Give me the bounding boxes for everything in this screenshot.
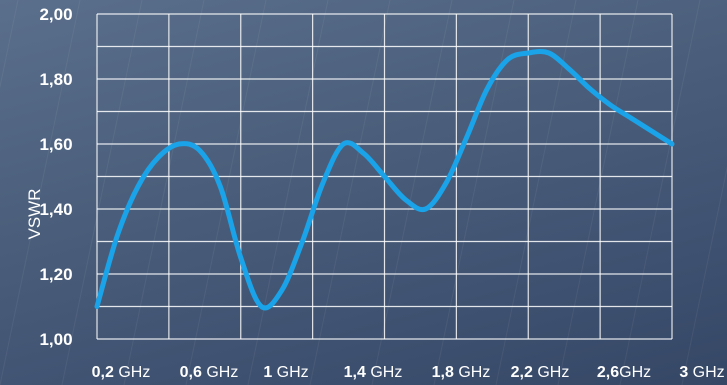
- x-tick-label: 1,4 GHz: [344, 364, 403, 381]
- texture-line: [681, 165, 727, 385]
- x-tick-label: 1 GHz: [263, 364, 308, 381]
- y-tick-label: 1,00: [39, 330, 72, 349]
- y-tick-label: 2,00: [39, 5, 72, 24]
- y-tick-label: 1,40: [39, 200, 72, 219]
- x-axis-ticks: 0,2 GHz 0,6 GHz 1 GHz 1,4 GHz 1,8 GHz 2,2 GHz…: [92, 364, 725, 381]
- texture-line: [185, 0, 267, 385]
- x-tick-label: 2,2 GHz: [511, 364, 570, 381]
- plot-grid: [96, 13, 673, 340]
- x-tick-label: 2,6GHz: [597, 364, 651, 381]
- x-tick-label: 3 GHz: [679, 364, 724, 381]
- texture-line: [123, 0, 205, 385]
- vswr-series-line: [94, 49, 675, 311]
- texture-line: [371, 0, 453, 385]
- x-tick-label: 0,2 GHz: [92, 364, 151, 381]
- texture-line: [247, 0, 329, 385]
- texture-line: [557, 0, 639, 385]
- x-tick-label: 1,8 GHz: [432, 364, 491, 381]
- y-tick-label: 1,80: [39, 70, 72, 89]
- texture-line: [0, 0, 81, 385]
- texture-line: [0, 0, 19, 90]
- texture-line: [309, 0, 391, 385]
- y-tick-label: 1,60: [39, 135, 72, 154]
- texture-line: [619, 0, 701, 385]
- y-axis-label: VSWR: [25, 189, 44, 240]
- y-tick-label: 1,20: [39, 265, 72, 284]
- x-tick-label: 0,6 GHz: [180, 364, 239, 381]
- texture-line: [61, 0, 143, 385]
- series-layer: [94, 49, 675, 311]
- y-axis-ticks: 2,00 1,80 1,60 1,40 1,20 1,00: [39, 5, 72, 349]
